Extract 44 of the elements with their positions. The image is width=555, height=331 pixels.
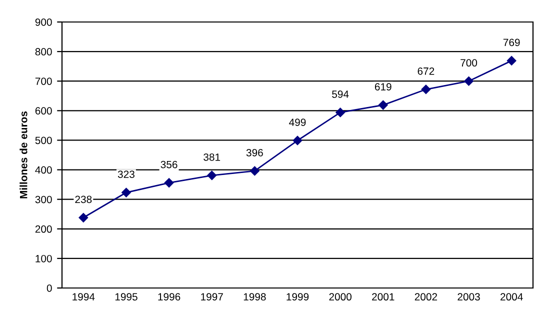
y-tick-label: 200 (35, 225, 52, 233)
data-label: 238 (75, 196, 92, 204)
data-label: 323 (118, 170, 134, 178)
y-tick-label: 500 (35, 136, 52, 144)
x-tick-label: 2000 (329, 293, 352, 301)
y-tick-label: 400 (35, 166, 52, 174)
data-label: 356 (160, 160, 178, 168)
data-label: 619 (374, 83, 392, 90)
y-tick-label: 0 (46, 284, 52, 292)
x-tick-label: 1994 (72, 293, 95, 301)
point (292, 136, 302, 146)
y-tick-label: 900 (35, 18, 52, 26)
point (78, 213, 88, 222)
point (506, 56, 516, 66)
x-tick-label: 1995 (115, 293, 138, 301)
data-label: 769 (503, 38, 520, 46)
point (464, 76, 474, 86)
data-label: 499 (289, 118, 306, 126)
x-tick-label: 1996 (158, 293, 180, 301)
point (164, 178, 174, 188)
x-tick-label: 2004 (500, 293, 523, 301)
point (336, 108, 345, 118)
point (421, 84, 431, 94)
x-tick-label: 2002 (414, 293, 438, 301)
data-label: 594 (332, 90, 349, 98)
data-label: 700 (460, 59, 478, 67)
x-tick-label: 2003 (458, 293, 480, 301)
data-label: 672 (418, 67, 434, 75)
point (250, 166, 260, 176)
x-tick-label: 1998 (244, 293, 266, 301)
y-tick-label: 800 (35, 48, 52, 56)
point (207, 170, 216, 180)
y-tick-label: 600 (35, 107, 52, 115)
x-tick-label: 2001 (372, 293, 394, 301)
y-tick-label: 700 (35, 78, 52, 85)
y-tick-label: 100 (36, 254, 52, 262)
data-label: 381 (204, 153, 220, 161)
point (378, 100, 388, 110)
x-tick-label: 1997 (201, 293, 223, 301)
x-tick-label: 1999 (286, 293, 309, 301)
data-label: 396 (246, 149, 263, 156)
y-axis-title: Millones de euros (20, 111, 28, 198)
point (122, 188, 131, 198)
y-tick-label: 300 (35, 196, 52, 204)
